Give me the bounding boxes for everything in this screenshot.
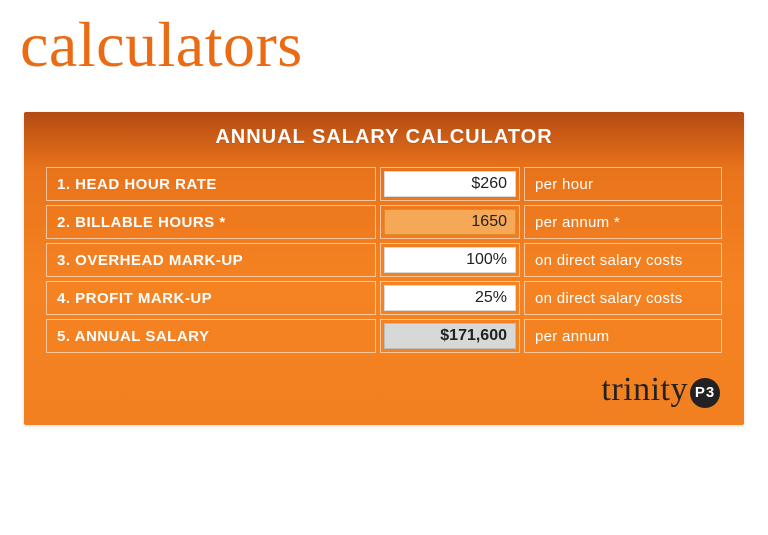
row-label: 3. OVERHEAD MARK-UP xyxy=(46,243,376,277)
row-input-cell xyxy=(380,205,520,239)
table-row: 2. BILLABLE HOURS * per annum * xyxy=(46,205,722,239)
value-input[interactable] xyxy=(384,247,516,273)
brand-badge-icon: P3 xyxy=(690,378,720,408)
table-row: 4. PROFIT MARK-UP on direct salary costs xyxy=(46,281,722,315)
table-row: 1. HEAD HOUR RATE per hour xyxy=(46,167,722,201)
brand-logo: trinityP3 xyxy=(42,371,726,409)
value-input[interactable] xyxy=(384,171,516,197)
row-unit: on direct salary costs xyxy=(524,243,722,277)
result-field xyxy=(384,323,516,349)
row-label: 4. PROFIT MARK-UP xyxy=(46,281,376,315)
page-title: calculators xyxy=(20,8,768,82)
calculator-panel: ANNUAL SALARY CALCULATOR 1. HEAD HOUR RA… xyxy=(24,112,744,425)
row-input-cell xyxy=(380,319,520,353)
table-row: 3. OVERHEAD MARK-UP on direct salary cost… xyxy=(46,243,722,277)
row-input-cell xyxy=(380,167,520,201)
row-unit: per hour xyxy=(524,167,722,201)
row-label: 1. HEAD HOUR RATE xyxy=(46,167,376,201)
row-label: 2. BILLABLE HOURS * xyxy=(46,205,376,239)
row-label: 5. ANNUAL SALARY xyxy=(46,319,376,353)
calculator-table: 1. HEAD HOUR RATE per hour 2. BILLABLE HOU… xyxy=(42,163,726,357)
value-input[interactable] xyxy=(384,285,516,311)
value-input[interactable] xyxy=(384,209,516,235)
row-unit: per annum * xyxy=(524,205,722,239)
row-unit: per annum xyxy=(524,319,722,353)
calculator-title: ANNUAL SALARY CALCULATOR xyxy=(42,126,726,149)
row-unit: on direct salary costs xyxy=(524,281,722,315)
row-input-cell xyxy=(380,281,520,315)
row-input-cell xyxy=(380,243,520,277)
table-row: 5. ANNUAL SALARY per annum xyxy=(46,319,722,353)
brand-name: trinity xyxy=(601,371,688,408)
